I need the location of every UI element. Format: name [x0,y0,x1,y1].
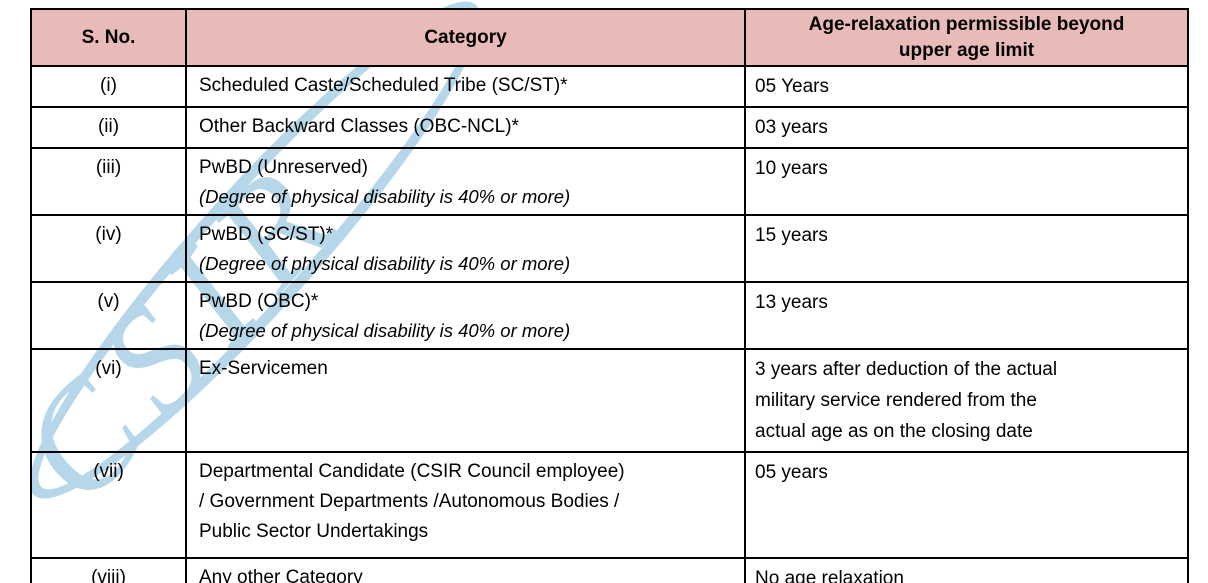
category-cell: Scheduled Caste/Scheduled Tribe (SC/ST)* [185,65,746,108]
category-text: Ex-Servicemen [199,358,328,379]
category-cell: PwBD (Unreserved) (Degree of physical dis… [185,147,746,216]
relaxation-cell: 03 years [744,106,1189,149]
category-cell: Ex-Servicemen [185,348,746,453]
col-header-category-label: Category [424,26,507,48]
age-relaxation-table: S. No. Category Age-relaxation permissib… [30,8,1189,583]
relaxation-text: 15 years [755,225,828,246]
relaxation-text: 13 years [755,292,828,313]
sno-cell: (iii) [30,147,187,216]
sno-cell: (ii) [30,106,187,149]
relaxation-cell: 15 years [744,214,1189,283]
category-text: PwBD (Unreserved) [199,157,368,178]
category-cell: Departmental Candidate (CSIR Council emp… [185,451,746,559]
col-header-relaxation: Age-relaxation permissible beyond upper … [744,8,1189,67]
col-header-relaxation-label: Age-relaxation permissible beyond upper … [808,13,1125,61]
table-row: (i) Scheduled Caste/Scheduled Tribe (SC/… [30,65,1189,108]
category-note: (Degree of physical disability is 40% or… [199,320,571,341]
relaxation-cell: 13 years [744,281,1189,350]
sno-cell: (vi) [30,348,187,453]
relaxation-cell: 10 years [744,147,1189,216]
category-note: (Degree of physical disability is 40% or… [199,186,571,207]
col-header-category: Category [185,8,746,67]
sno-cell: (viii) [30,557,187,583]
relaxation-text: 05 years [755,462,828,483]
relaxation-cell: 3 years after deduction of the actual mi… [744,348,1189,453]
category-text: Any other Category [199,567,363,583]
col-header-sno: S. No. [30,8,187,67]
relaxation-text: 3 years after deduction of the actual mi… [755,359,1058,442]
category-text: Departmental Candidate (CSIR Council emp… [199,461,625,542]
category-text: PwBD (SC/ST)* [199,224,334,245]
table-row: (vii) Departmental Candidate (CSIR Counc… [30,451,1189,559]
table-row: (iii) PwBD (Unreserved) (Degree of physic… [30,147,1189,216]
sno-cell: (i) [30,65,187,108]
category-cell: PwBD (SC/ST)* (Degree of physical disabil… [185,214,746,283]
sno-cell: (iv) [30,214,187,283]
table-row: (iv) PwBD (SC/ST)* (Degree of physical di… [30,214,1189,283]
table-row: (ii) Other Backward Classes (OBC-NCL)* 0… [30,106,1189,149]
category-text: PwBD (OBC)* [199,291,319,312]
table-row: (v) PwBD (OBC)* (Degree of physical disab… [30,281,1189,350]
header-row: S. No. Category Age-relaxation permissib… [30,8,1189,67]
relaxation-text: 10 years [755,158,828,179]
relaxation-cell: 05 years [744,451,1189,559]
category-note: (Degree of physical disability is 40% or… [199,253,571,274]
relaxation-cell: No age relaxation [744,557,1189,583]
relaxation-text: No age relaxation [755,568,904,583]
col-header-sno-label: S. No. [81,26,136,48]
category-cell: PwBD (OBC)* (Degree of physical disabilit… [185,281,746,350]
category-cell: Other Backward Classes (OBC-NCL)* [185,106,746,149]
sno-cell: (v) [30,281,187,350]
category-text: Scheduled Caste/Scheduled Tribe (SC/ST)* [199,75,568,96]
category-text: Other Backward Classes (OBC-NCL)* [199,116,519,137]
table-row: (vi) Ex-Servicemen 3 years after deducti… [30,348,1189,453]
category-cell: Any other Category [185,557,746,583]
relaxation-text: 03 years [755,117,828,138]
sno-cell: (vii) [30,451,187,559]
relaxation-text: 05 Years [755,76,829,97]
table-row: (viii) Any other Category No age relaxat… [30,557,1189,583]
relaxation-cell: 05 Years [744,65,1189,108]
